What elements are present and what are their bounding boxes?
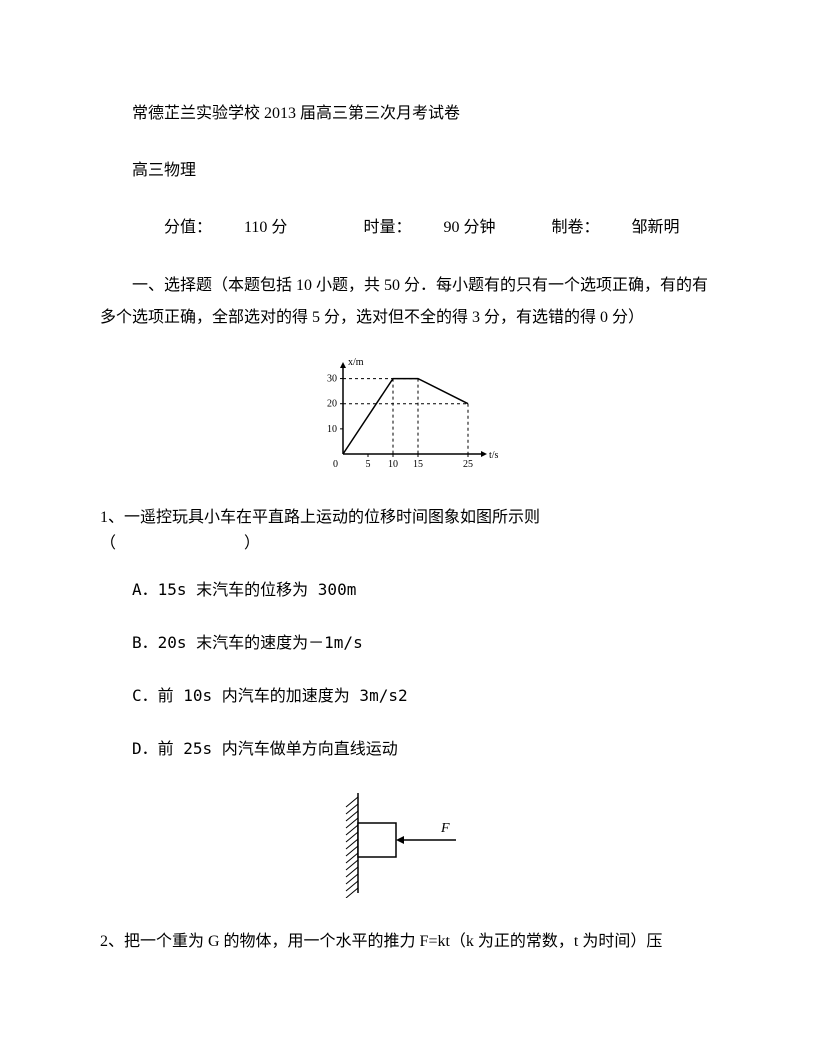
section-intro: 一、选择题（本题包括 10 小题，共 50 分．每小题有的只有一个选项正确，有的… [100, 270, 716, 334]
svg-text:t/s: t/s [489, 450, 499, 461]
time-label: 时量： [331, 214, 411, 243]
force-diagram: F [323, 788, 493, 898]
author-value: 邹新明 [599, 214, 679, 243]
q1-option-a: A．15s 末汽车的位移为 300m [100, 576, 716, 605]
q1-option-b: B．20s 末汽车的速度为－1m/s [100, 629, 716, 658]
q1-stem-line1: 1、一遥控玩具小车在平直路上运动的位移时间图象如图所示则 [100, 505, 716, 531]
q1-stem: 1、一遥控玩具小车在平直路上运动的位移时间图象如图所示则 （ ） [100, 505, 716, 556]
exam-subject: 高三物理 [100, 157, 716, 186]
svg-text:10: 10 [388, 459, 398, 470]
diagram-2-container: F [100, 788, 716, 909]
q1-option-c: C．前 10s 内汽车的加速度为 3m/s2 [100, 682, 716, 711]
svg-text:x/m: x/m [348, 357, 364, 368]
score-label: 分值： [132, 214, 212, 243]
exam-meta: 分值：110 分 时量：90 分钟 制卷：邹新明 [100, 214, 716, 243]
displacement-time-chart: 10 20 30 0 5 10 15 25 x/m t/s [308, 354, 508, 474]
svg-text:0: 0 [333, 459, 338, 470]
q1-stem-line2: （ ） [100, 531, 716, 557]
svg-text:20: 20 [327, 399, 337, 410]
exam-title: 常德芷兰实验学校 2013 届高三第三次月考试卷 [100, 100, 716, 129]
svg-text:25: 25 [463, 459, 473, 470]
svg-text:30: 30 [327, 374, 337, 385]
q1-option-d: D．前 25s 内汽车做单方向直线运动 [100, 735, 716, 764]
author-label: 制卷： [519, 214, 599, 243]
score-value: 110 分 [212, 214, 287, 243]
svg-text:F: F [440, 821, 450, 836]
q2-stem: 2、把一个重为 G 的物体，用一个水平的推力 F=kt（k 为正的常数，t 为时… [100, 928, 716, 957]
chart-1-container: 10 20 30 0 5 10 15 25 x/m t/s [100, 354, 716, 485]
svg-text:10: 10 [327, 424, 337, 435]
svg-text:5: 5 [366, 459, 371, 470]
time-value: 90 分钟 [411, 214, 495, 243]
svg-text:15: 15 [413, 459, 423, 470]
